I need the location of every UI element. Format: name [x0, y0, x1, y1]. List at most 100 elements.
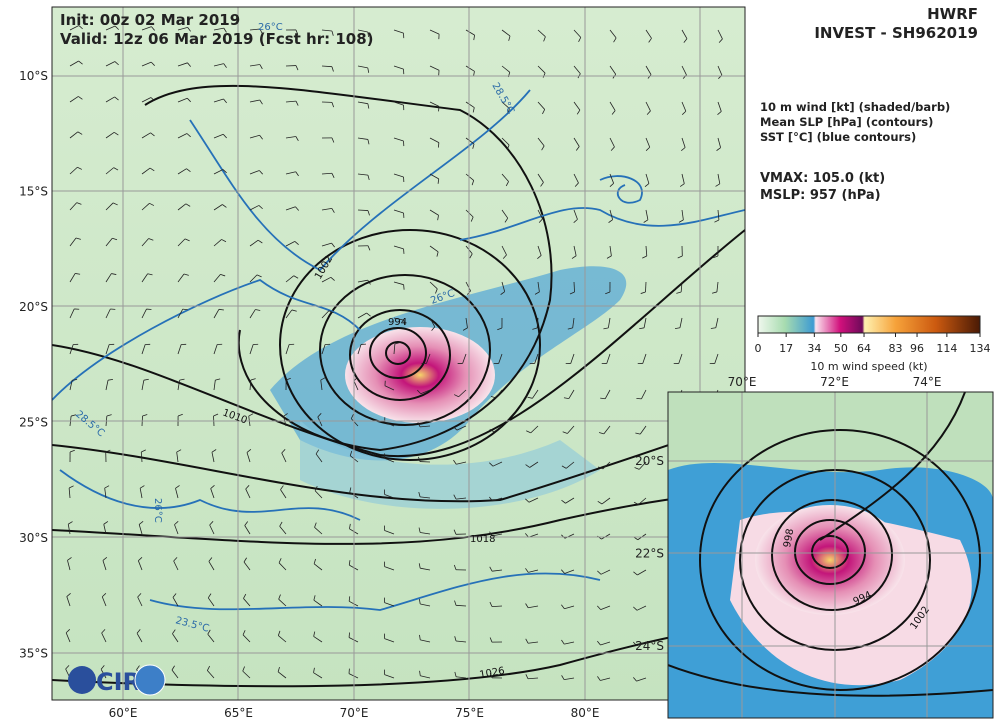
- wind-barb: [429, 137, 440, 143]
- wind-barb: [285, 171, 296, 175]
- wind-barb: [113, 167, 119, 171]
- wind-barb: [572, 317, 575, 328]
- wind-barb: [394, 342, 400, 345]
- wind-barb: [393, 281, 404, 286]
- contour-label: 1018: [470, 534, 495, 545]
- wind-barb: [259, 64, 263, 70]
- wind-barb: [114, 96, 119, 101]
- colorbar: 10 m wind speed (kt): [757, 315, 981, 373]
- wind-barb: [540, 182, 544, 187]
- wind-barb: [69, 60, 79, 67]
- wind-barb: [246, 449, 252, 453]
- wind-barb: [249, 64, 260, 67]
- wind-barb: [244, 521, 249, 526]
- wind-barb: [567, 425, 575, 434]
- wind-barb: [598, 466, 603, 470]
- wind-barb: [357, 137, 368, 140]
- wind-barb: [137, 596, 143, 607]
- wind-barb: [141, 167, 151, 175]
- grid: [52, 7, 745, 700]
- wind-barb: [246, 452, 251, 463]
- wind-barb: [280, 489, 287, 499]
- wind-barb: [149, 167, 155, 172]
- wind-barb: [69, 344, 74, 355]
- wind-barb: [393, 29, 404, 34]
- wind-barb: [573, 209, 578, 220]
- wind-barb: [149, 202, 155, 206]
- wind-barb: [350, 413, 354, 419]
- wind-barb: [455, 604, 467, 607]
- wind-barb: [101, 593, 107, 598]
- wind-barb: [313, 667, 315, 673]
- wind-barb: [534, 291, 540, 295]
- wind-barb: [561, 499, 566, 504]
- wind-barb: [69, 308, 75, 319]
- lat-label: 22°S: [635, 547, 664, 561]
- wind-barb: [683, 38, 688, 43]
- lat-label: 10°S: [19, 69, 48, 83]
- wind-barb: [295, 171, 299, 177]
- wind-barb: [328, 310, 334, 314]
- wind-barb: [561, 465, 567, 469]
- wind-barb: [177, 62, 188, 67]
- wind-barb: [561, 639, 565, 645]
- wind-barb: [171, 669, 179, 679]
- wind-barb: [150, 97, 155, 102]
- wind-barb: [492, 569, 503, 572]
- wind-barb: [489, 637, 493, 643]
- wind-barb: [578, 37, 582, 43]
- wind-barb: [175, 488, 179, 499]
- wind-barb: [182, 308, 188, 311]
- wind-barb: [295, 100, 299, 106]
- wind-barb: [213, 309, 220, 319]
- wind-barb: [501, 209, 509, 219]
- wind-barb: [645, 245, 648, 257]
- lon-label: 70°E: [728, 375, 757, 389]
- wind-barb: [715, 183, 721, 187]
- wind-barb: [537, 101, 545, 110]
- wind-barb: [103, 521, 109, 525]
- wind-barb: [248, 413, 254, 417]
- wind-barb: [215, 378, 221, 381]
- lat-label: 35°S: [19, 647, 48, 661]
- wind-barb: [537, 65, 546, 74]
- wind-barb: [186, 168, 191, 173]
- wind-barb: [637, 569, 647, 576]
- wind-barb: [633, 641, 638, 646]
- wind-barb: [313, 636, 323, 643]
- wind-barb: [285, 206, 296, 211]
- wind-barb: [609, 183, 614, 187]
- wind-barb: [357, 29, 368, 33]
- wind-barb: [138, 557, 143, 561]
- wind-barb: [141, 238, 149, 247]
- wind-barb: [500, 291, 505, 295]
- wind-barb: [353, 377, 358, 382]
- wind-barb: [491, 605, 503, 608]
- wind-barb: [489, 428, 495, 433]
- wind-barb: [393, 173, 404, 178]
- wind-barb: [528, 497, 539, 503]
- wind-barb: [243, 557, 247, 563]
- wind-barb: [681, 137, 686, 148]
- wind-barb: [103, 524, 107, 535]
- lon-label: 65°E: [224, 706, 253, 720]
- wind-barb: [66, 596, 71, 607]
- wind-barb: [105, 96, 115, 103]
- wind-barb: [465, 317, 468, 328]
- wind-barb: [177, 380, 181, 391]
- wind-barb: [384, 421, 395, 427]
- wind-barb: [639, 327, 645, 330]
- wind-barb: [525, 498, 530, 503]
- wind-barb: [313, 563, 323, 571]
- wind-barb: [528, 605, 539, 609]
- wind-barb: [210, 488, 215, 499]
- wind-barb: [102, 560, 107, 571]
- wind-barb: [497, 327, 503, 331]
- wind-barb: [243, 561, 251, 571]
- wind-barb: [172, 593, 177, 598]
- wind-barb: [141, 273, 148, 283]
- wind-barb: [436, 251, 439, 257]
- wind-barb: [453, 459, 457, 465]
- wind-barb: [69, 449, 75, 453]
- wind-barb: [177, 273, 185, 283]
